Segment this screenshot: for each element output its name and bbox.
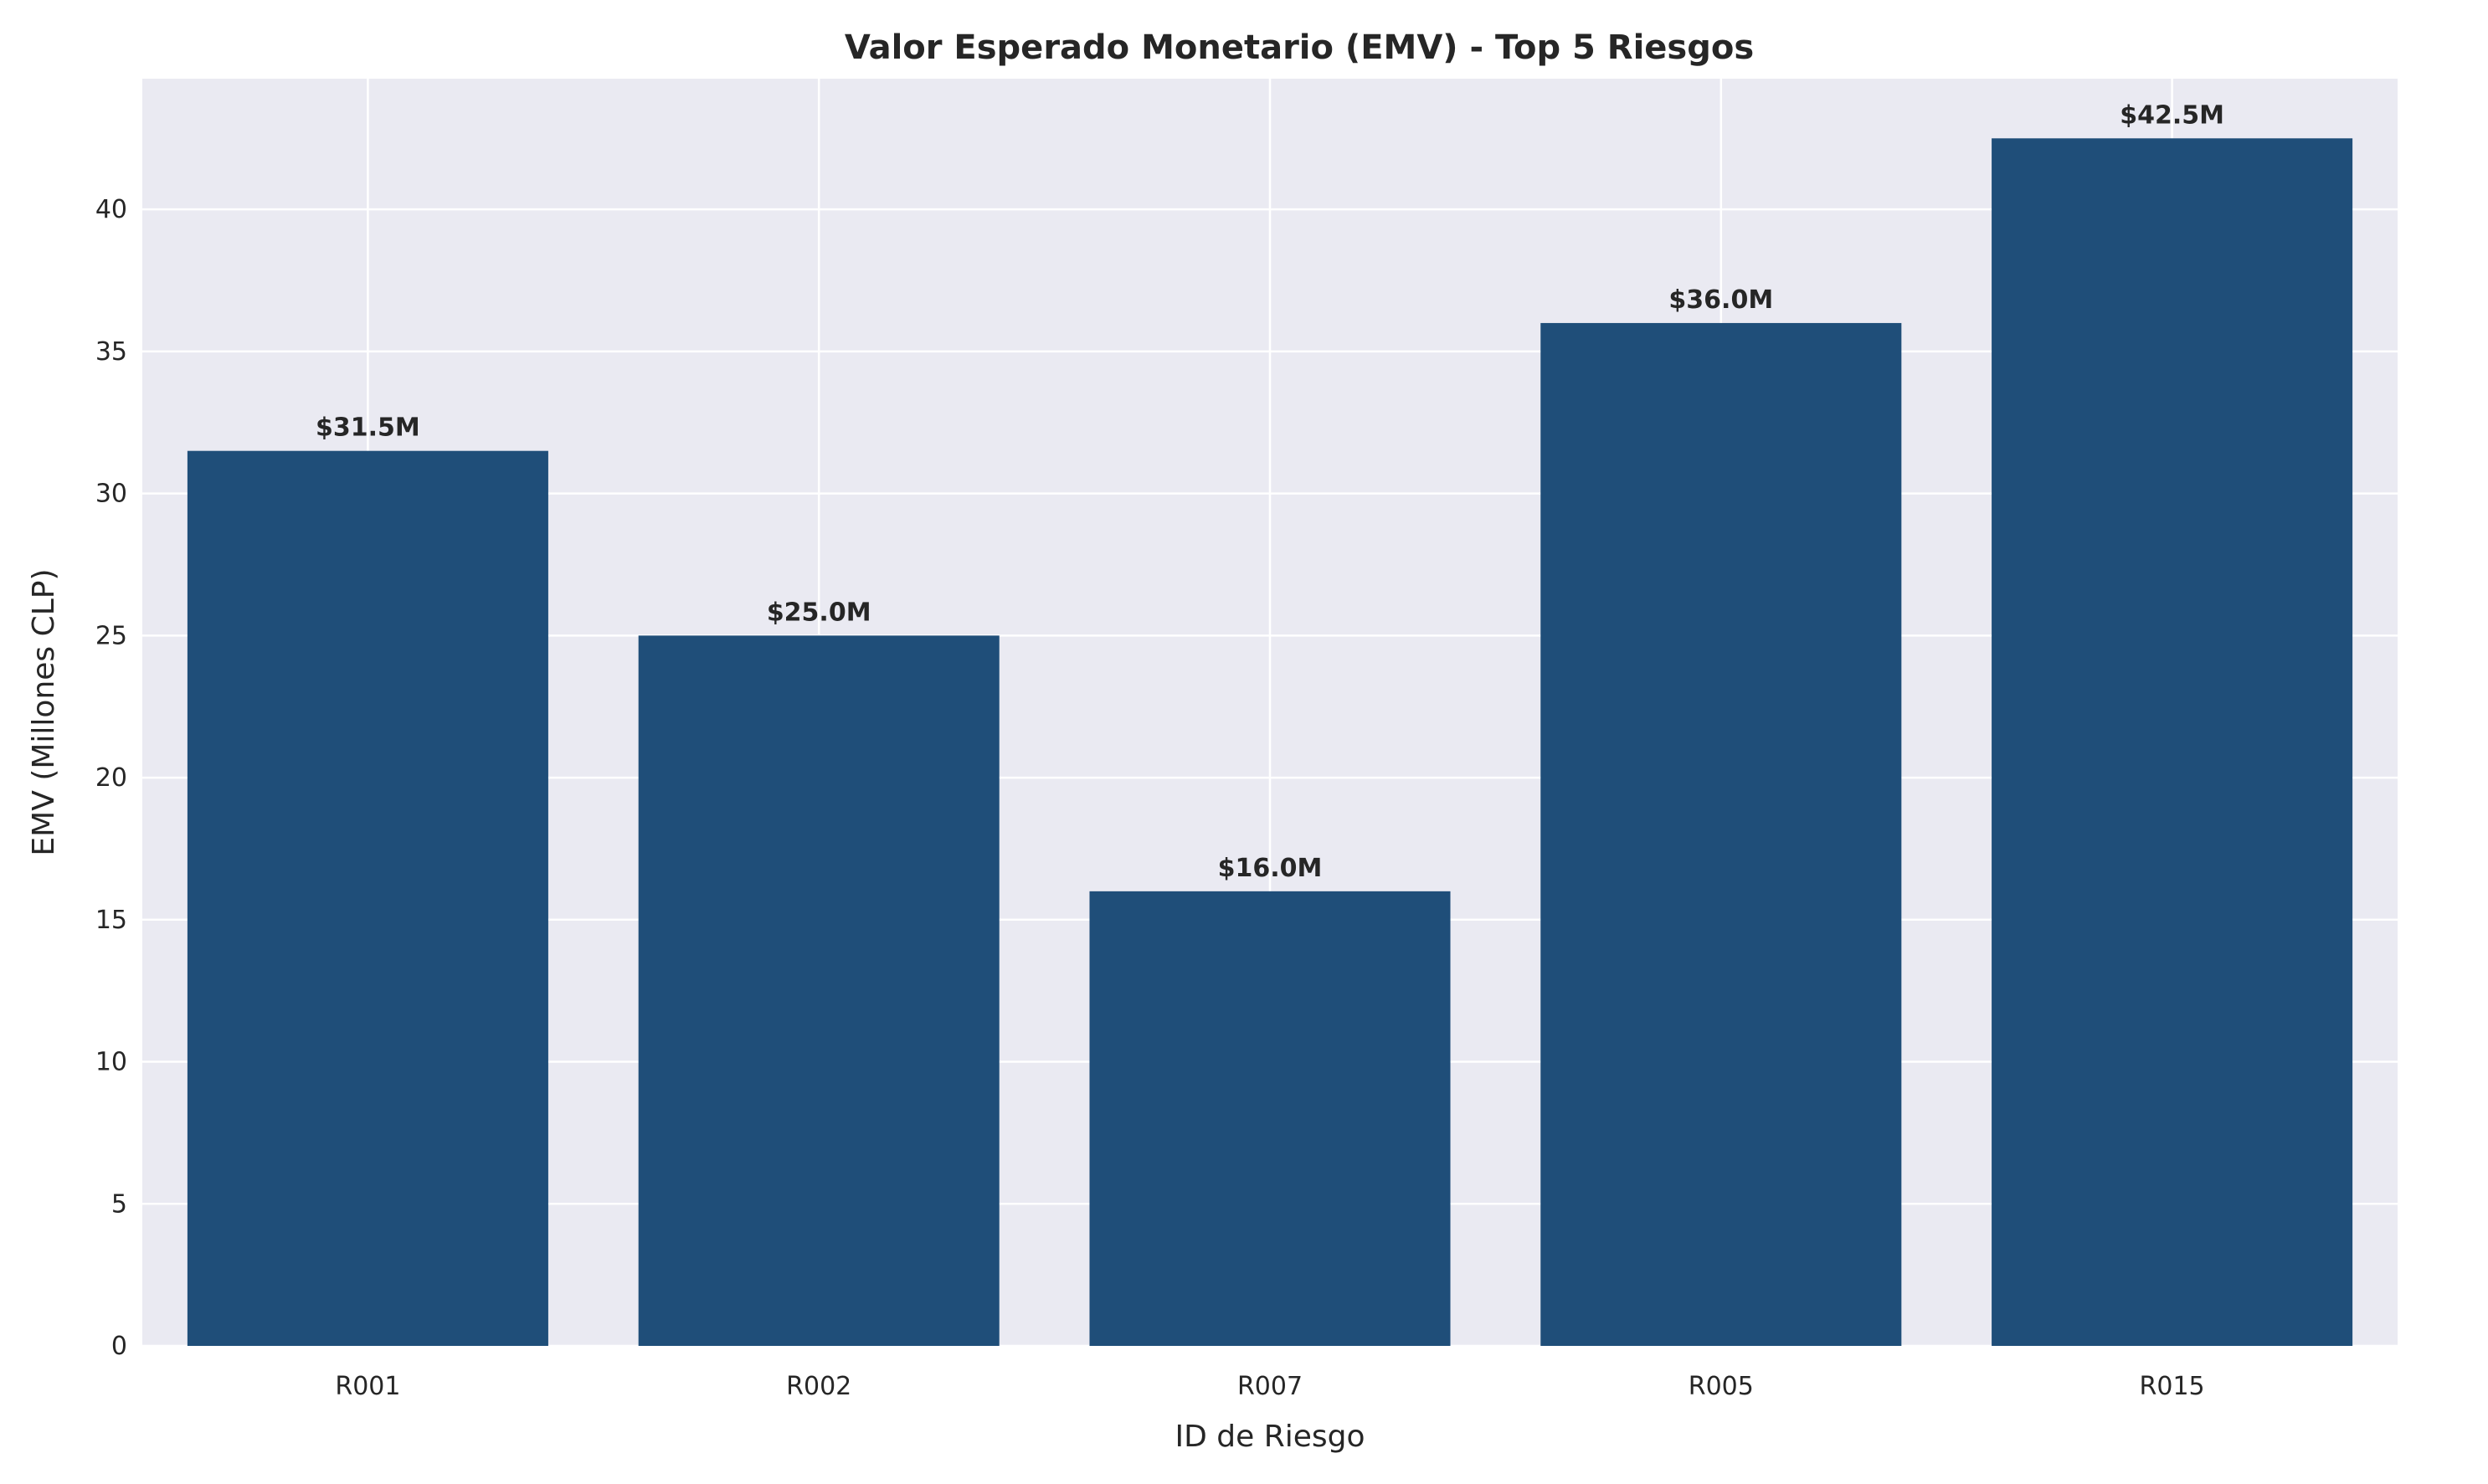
y-tick-label: 10	[95, 1048, 127, 1077]
tick-labels: 0 5 10 15 20 25 30 35 40 R001 R002 R007 R005 R015	[95, 195, 2205, 1401]
x-tick-label-r002: R002	[786, 1372, 851, 1401]
x-tick-label-r001: R001	[335, 1372, 400, 1401]
y-tick-label: 25	[95, 621, 127, 650]
bar-r005	[1540, 322, 1902, 1346]
y-tick-label: 0	[111, 1332, 127, 1361]
x-axis-label: ID de Riesgo	[1175, 1420, 1365, 1454]
data-label-r001: $31.5M	[316, 413, 420, 443]
y-tick-label: 5	[111, 1189, 127, 1219]
bars	[187, 138, 2353, 1347]
y-tick-label: 35	[95, 337, 127, 367]
x-tick-label-r007: R007	[1237, 1372, 1303, 1401]
bar-r001	[187, 450, 548, 1346]
y-axis-label: EMV (Millones CLP)	[27, 568, 61, 855]
data-label-r002: $25.0M	[767, 598, 871, 627]
bar-r007	[1089, 891, 1451, 1346]
y-tick-label: 15	[95, 906, 127, 935]
bar-r002	[638, 635, 1000, 1346]
data-label-r007: $16.0M	[1218, 854, 1323, 883]
x-tick-label-r015: R015	[2140, 1372, 2205, 1401]
bar-r015	[1992, 138, 2353, 1347]
y-tick-label: 40	[95, 195, 127, 224]
y-tick-label: 30	[95, 480, 127, 509]
data-label-r015: $42.5M	[2120, 100, 2224, 130]
data-label-r005: $36.0M	[1668, 285, 1773, 315]
y-tick-label: 20	[95, 763, 127, 793]
x-tick-label-r005: R005	[1689, 1372, 1754, 1401]
data-labels: $31.5M $25.0M $16.0M $36.0M $42.5M	[316, 100, 2224, 883]
chart-title: Valor Esperado Monetario (EMV) - Top 5 R…	[845, 28, 1754, 67]
